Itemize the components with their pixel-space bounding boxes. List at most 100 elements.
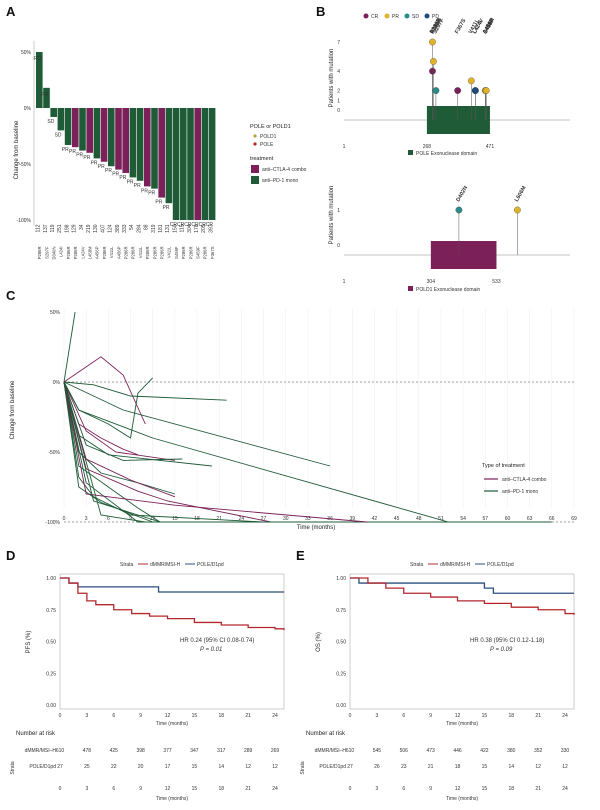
km-risk-value: 506 bbox=[400, 748, 409, 754]
panel-b-legend: CR PR SD PD bbox=[363, 13, 439, 20]
km-xlabel: Time (months) bbox=[156, 721, 188, 727]
panel-a-bar bbox=[43, 87, 50, 108]
panel-letter-c: C bbox=[6, 288, 16, 303]
panel-a-response-label: PR bbox=[76, 153, 83, 159]
lollipop-head bbox=[432, 87, 440, 94]
protein-position-tick: 1 bbox=[343, 144, 346, 150]
panel-a-patient-label: 333 bbox=[122, 224, 128, 233]
panel-c-xtick: 12 bbox=[150, 516, 156, 522]
lollipop-ytick: 2 bbox=[337, 89, 340, 95]
protein-position-tick: 304 bbox=[427, 279, 436, 285]
panel-c-series-line bbox=[63, 381, 227, 401]
km-risk-value: 269 bbox=[271, 748, 280, 754]
panel-a-bar bbox=[158, 108, 165, 198]
km-xtick: 21 bbox=[535, 713, 541, 719]
legend-cr: CR bbox=[371, 14, 379, 20]
panel-a-bar bbox=[93, 108, 101, 159]
km-risk-value: 14 bbox=[508, 764, 514, 770]
panel-a-response-label: CR bbox=[177, 222, 185, 228]
km-risk-xlabel: Time (months) bbox=[156, 796, 188, 802]
km-strata-label: Strata bbox=[120, 562, 134, 568]
km-risk-xtick: 0 bbox=[59, 786, 62, 792]
km-risk-value: 473 bbox=[426, 748, 435, 754]
panel-a-waterfall: Change from baseline 50% 0% -50% -100% PD 11… bbox=[14, 40, 307, 260]
protein-position-tick: 1 bbox=[343, 279, 346, 285]
panel-c-axes: 0 3 6 9 12 15 18 21 24 27 30 33 36 39 42 45 48 51 54 57 60 63… bbox=[46, 308, 577, 526]
lollipop-head bbox=[514, 206, 521, 214]
panel-c-series-line bbox=[63, 356, 146, 425]
panel-c-series-line bbox=[63, 311, 76, 383]
km-xtick: 18 bbox=[218, 713, 224, 719]
panel-a-bar bbox=[151, 108, 158, 189]
panel-a-mutation-label: V411L bbox=[138, 246, 143, 258]
panel-a-response-label: PR bbox=[141, 188, 148, 194]
panel-c-xtick: 9 bbox=[129, 516, 132, 522]
panel-a-patient-label: 115 bbox=[180, 224, 186, 232]
km-risk-value: 12 bbox=[562, 764, 568, 770]
pold1-domain-label: POLD1 Exonuclease domain bbox=[416, 287, 480, 293]
km-risk-value: 610 bbox=[346, 748, 355, 754]
panel-a-mutation-label: P286R bbox=[188, 246, 193, 259]
panel-e-km: Strata dMMR/MSI-H POLE/D1pd OS (%) 1.00 0.75 0… bbox=[300, 562, 575, 802]
panel-a-bar bbox=[57, 108, 65, 131]
panel-a-patient-label: 304 bbox=[187, 224, 193, 233]
panel-a-response-label: PR bbox=[112, 172, 119, 178]
km-curve-pole bbox=[350, 577, 574, 594]
km-risk-row-label: POLE/D1pd bbox=[319, 764, 346, 770]
panel-a-mutation-label: S459F bbox=[196, 246, 201, 259]
km-risk-value: 22 bbox=[111, 764, 117, 770]
legend-c-combo: anti–CTLA-4 combo bbox=[502, 477, 547, 483]
km-xtick: 12 bbox=[165, 713, 171, 719]
km-risk-value: 347 bbox=[190, 748, 199, 754]
lollipop-ytick: 4 bbox=[337, 69, 340, 75]
panel-a-response-label: PR bbox=[69, 149, 76, 155]
panel-a-patient-label: 198 bbox=[64, 224, 70, 233]
km-xtick: 9 bbox=[429, 713, 432, 719]
km-ytick: 0.50 bbox=[336, 640, 346, 646]
panel-a-mutation-label: P286R bbox=[73, 246, 78, 259]
pole-ylabel: Patients with mutation bbox=[329, 49, 335, 108]
panel-a-yticks: 50% 0% -50% -100% bbox=[17, 40, 35, 226]
panel-a-mutation-label: P286R bbox=[152, 246, 157, 259]
panel-a-patient-label: 205 bbox=[201, 224, 207, 233]
panel-a-patient-label: 219 bbox=[86, 224, 92, 233]
km-curve-msi bbox=[60, 577, 285, 631]
panel-c-xtick: 0 bbox=[63, 516, 66, 522]
panel-a-mutation-label: S297F bbox=[44, 246, 49, 259]
km-ytick: 0.25 bbox=[336, 671, 346, 677]
panel-c-xtick: 15 bbox=[172, 516, 178, 522]
panel-a-bar bbox=[136, 108, 144, 181]
km-plot-frame bbox=[349, 573, 575, 710]
km-risk-value: 422 bbox=[480, 748, 489, 754]
legend-pole-title: POLE or POLD1 bbox=[250, 124, 291, 130]
km-ytick: 0.00 bbox=[46, 703, 56, 709]
panel-c-xtick: 54 bbox=[460, 516, 466, 522]
panel-c-xtick: 51 bbox=[438, 516, 444, 522]
panel-a-response-label: PR bbox=[83, 155, 90, 161]
panel-a-patient-label: 137 bbox=[43, 224, 49, 233]
panel-a-response-label: CR bbox=[170, 222, 178, 228]
km-risk-value: 380 bbox=[507, 748, 516, 754]
lollipop-head bbox=[467, 77, 475, 85]
panel-a-response-label: PR bbox=[62, 147, 69, 153]
km-risk-xtick: 9 bbox=[429, 786, 432, 792]
lollipop-head bbox=[430, 58, 437, 65]
km-risk-value: 12 bbox=[535, 764, 541, 770]
panel-a-mutation-label: S459F bbox=[174, 246, 179, 259]
km-ytick: 1.00 bbox=[46, 576, 56, 582]
lollipop-ytick: 1 bbox=[337, 98, 340, 104]
panel-c-xtick: 60 bbox=[505, 516, 511, 522]
lollipop-ytick: 7 bbox=[337, 40, 340, 46]
panel-a-mutation-label: V411L bbox=[167, 246, 172, 258]
km-xtick: 6 bbox=[402, 713, 405, 719]
legend-pd-marker bbox=[424, 13, 430, 19]
km-risk-xtick: 24 bbox=[562, 786, 568, 792]
km-ylabel: PFS (%) bbox=[26, 631, 32, 654]
panel-a-patient-label: 54 bbox=[129, 224, 135, 230]
km-risk-value: 17 bbox=[165, 764, 171, 770]
panel-a-bars: PD 112 P286R PD 137 S297F SD 119 D340N SD 251 L424I… bbox=[34, 52, 216, 260]
panel-a-mutation-label: P286R bbox=[102, 246, 107, 259]
km-risk-value: 27 bbox=[347, 764, 353, 770]
